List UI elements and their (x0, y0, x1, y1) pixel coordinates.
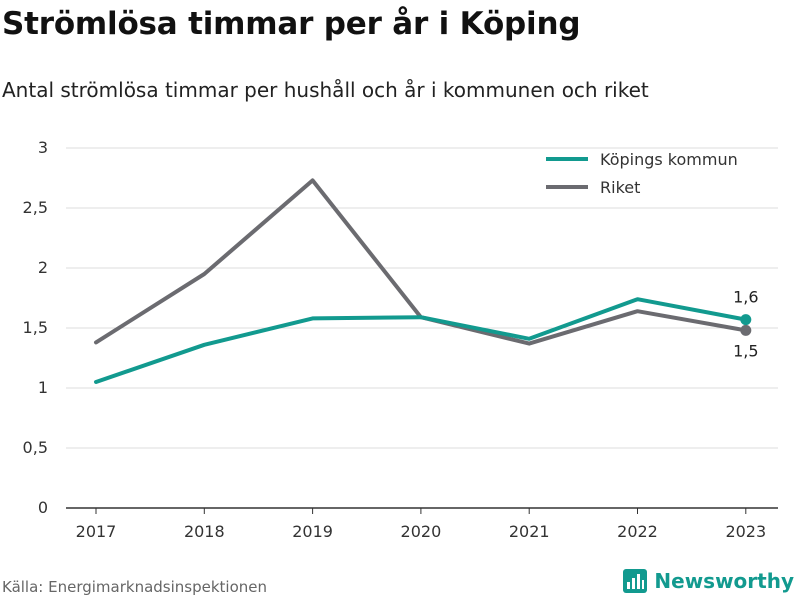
legend: Köpings kommun Riket (546, 150, 738, 197)
y-tick-label: 0,5 (23, 438, 48, 457)
x-tick-label: 2021 (509, 522, 550, 541)
y-tick-label: 0 (38, 498, 48, 517)
legend-label-kommun: Köpings kommun (600, 150, 738, 169)
x-axis-ticks: 2017 2018 2019 2020 2021 2022 2023 (76, 508, 766, 541)
newsworthy-icon (623, 569, 648, 593)
x-tick-label: 2023 (725, 522, 766, 541)
end-point-riket (740, 324, 752, 336)
series-lines: 1,5 1,6 (94, 178, 759, 384)
chart-title: Strömlösa timmar per år i Köping (2, 6, 581, 42)
brand-name: Newsworthy (654, 569, 794, 593)
series-line-kommun (94, 297, 748, 384)
data-label-riket: 1,5 (733, 341, 758, 360)
y-axis-ticks: 0 0,5 1 1,5 2 2,5 3 (23, 138, 48, 517)
chart-subtitle: Antal strömlösa timmar per hushåll och å… (2, 78, 649, 102)
y-tick-label: 2,5 (23, 198, 48, 217)
y-tick-label: 1,5 (23, 318, 48, 337)
end-point-kommun (740, 314, 752, 326)
y-tick-label: 3 (38, 138, 48, 157)
legend-label-riket: Riket (600, 178, 640, 197)
data-label-kommun: 1,6 (733, 288, 758, 307)
x-tick-label: 2019 (292, 522, 333, 541)
brand-logo[interactable]: Newsworthy (622, 568, 794, 594)
x-tick-label: 2020 (401, 522, 442, 541)
gridlines (66, 147, 778, 509)
source-note: Källa: Energimarknadsinspektionen (2, 578, 268, 596)
y-tick-label: 1 (38, 378, 48, 397)
x-tick-label: 2022 (617, 522, 658, 541)
x-tick-label: 2018 (184, 522, 225, 541)
y-tick-label: 2 (38, 258, 48, 277)
x-tick-label: 2017 (76, 522, 117, 541)
